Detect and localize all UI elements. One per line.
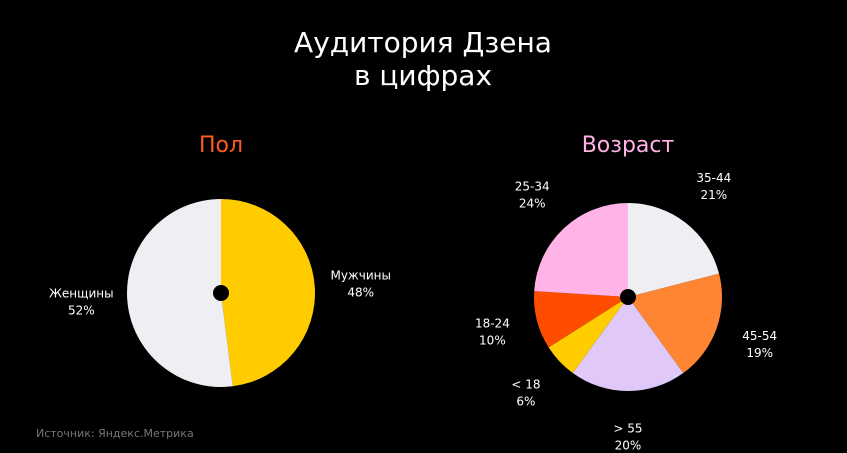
source-note: Источник: Яндекс.Метрика: [36, 427, 194, 440]
pie-center-dot: [620, 289, 636, 305]
pie-title: Пол: [199, 133, 243, 158]
slice-value-label: 10%: [479, 333, 506, 347]
slice-value-label: 52%: [68, 303, 95, 317]
pie-slice: [534, 203, 628, 297]
pie-slice: [628, 203, 720, 297]
slice-label: > 55: [613, 422, 642, 436]
slice-value-label: 19%: [746, 346, 773, 360]
slide-title: Аудитория Дзена: [294, 26, 552, 59]
slice-label: Мужчины: [330, 269, 390, 283]
pie-center-dot: [213, 285, 229, 301]
pie-slice: [548, 297, 628, 374]
slice-value-label: 24%: [519, 196, 546, 210]
slice-value-label: 20%: [615, 439, 642, 453]
slice-value-label: 6%: [516, 394, 535, 408]
slice-label: 45-54: [742, 329, 777, 343]
slice-label: 25-34: [515, 179, 550, 193]
slice-label: 18-24: [475, 316, 510, 330]
slice-label: < 18: [511, 377, 540, 391]
slice-value-label: 21%: [700, 188, 727, 202]
pie-slice: [572, 297, 684, 392]
pie-slice: [221, 199, 316, 387]
slide-title: в цифрах: [354, 59, 492, 92]
pie-slice: [127, 199, 233, 387]
slice-label: Женщины: [49, 286, 114, 300]
slice-label: 35-44: [696, 171, 731, 185]
pie-slice: [534, 291, 628, 348]
pie-slice: [628, 273, 722, 374]
pie-title: Возраст: [582, 133, 675, 158]
slice-value-label: 48%: [347, 286, 374, 300]
